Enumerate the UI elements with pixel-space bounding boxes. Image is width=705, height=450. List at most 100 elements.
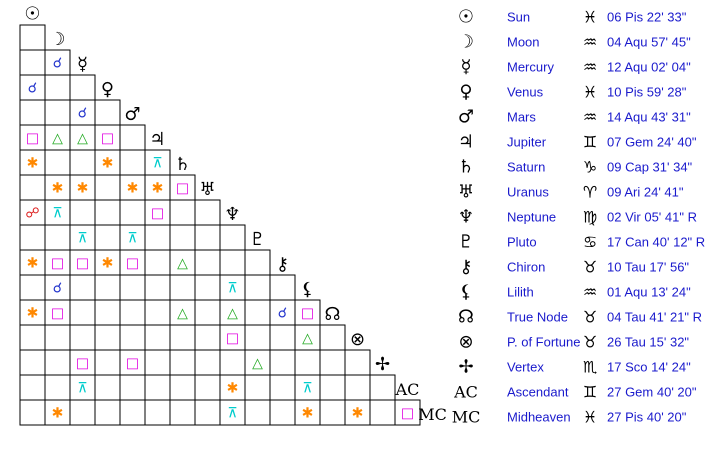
aspect-glyph: ⊼ bbox=[52, 206, 62, 222]
body-name: Jupiter bbox=[507, 135, 547, 150]
body-glyph: ♃ bbox=[149, 129, 165, 150]
aspect-glyph: ✱ bbox=[77, 181, 89, 197]
aspect-glyph: □ bbox=[301, 306, 314, 322]
body-glyph: ♄ bbox=[174, 154, 190, 175]
grid-cell bbox=[69, 224, 96, 251]
grid-cell bbox=[244, 399, 271, 426]
sign-glyph: ♉ bbox=[583, 333, 597, 352]
grid-cell bbox=[294, 324, 321, 351]
list-glyph: ✢ bbox=[458, 357, 473, 378]
grid-cell bbox=[319, 399, 346, 426]
position: 10 Pis 59' 28" bbox=[607, 85, 687, 100]
sign-glyph: ♋ bbox=[583, 233, 597, 252]
grid-cell bbox=[44, 324, 71, 351]
sign-glyph: ♊ bbox=[583, 383, 597, 402]
grid-cell bbox=[69, 349, 96, 376]
grid-cell bbox=[194, 274, 221, 301]
grid-cell bbox=[69, 399, 96, 426]
grid-cell bbox=[44, 99, 71, 126]
grid-cell bbox=[119, 399, 146, 426]
body-glyph: ♆ bbox=[224, 204, 240, 225]
grid-cell bbox=[269, 349, 296, 376]
aspect-glyph: □ bbox=[76, 356, 89, 372]
grid-cell bbox=[119, 199, 146, 226]
grid-cell bbox=[369, 374, 396, 401]
aspect-glyph: ✱ bbox=[152, 181, 164, 197]
body-glyph: ☿ bbox=[77, 54, 88, 75]
grid-cell bbox=[19, 299, 46, 326]
position: 26 Tau 15' 32" bbox=[607, 335, 689, 350]
body-glyph: ♀ bbox=[101, 79, 114, 100]
grid-cell bbox=[144, 299, 171, 326]
grid-cell bbox=[344, 374, 371, 401]
sign-glyph: ♏ bbox=[583, 358, 597, 377]
aspect-glyph: ☌ bbox=[78, 106, 87, 122]
grid-cell bbox=[94, 399, 121, 426]
grid-cell bbox=[94, 174, 121, 201]
grid-cell bbox=[144, 274, 171, 301]
aspect-glyph: △ bbox=[302, 331, 313, 347]
grid-cell bbox=[19, 24, 46, 51]
aspect-glyph: ✱ bbox=[52, 406, 64, 422]
aspect-glyph: ✱ bbox=[227, 381, 239, 397]
body-name: Sun bbox=[507, 10, 530, 25]
list-glyph: ♄ bbox=[458, 157, 474, 178]
grid-cell bbox=[44, 74, 71, 101]
aspect-glyph: ⊼ bbox=[77, 231, 87, 247]
grid-cell bbox=[94, 324, 121, 351]
list-glyph: ♃ bbox=[458, 132, 474, 153]
grid-cell bbox=[119, 299, 146, 326]
body-name: Uranus bbox=[507, 185, 549, 200]
aspect-glyph: △ bbox=[177, 306, 188, 322]
aspect-glyph: ✱ bbox=[27, 306, 39, 322]
grid-cell bbox=[219, 224, 246, 251]
aspect-glyph: ☌ bbox=[53, 56, 62, 72]
body-glyph: ♂ bbox=[124, 104, 140, 125]
sign-glyph: ♑ bbox=[583, 158, 597, 177]
grid-cell bbox=[144, 224, 171, 251]
position: 04 Aqu 57' 45" bbox=[607, 35, 691, 50]
grid-cell bbox=[319, 374, 346, 401]
grid-cell bbox=[294, 399, 321, 426]
position: 14 Aqu 43' 31" bbox=[607, 110, 691, 125]
position: 17 Sco 14' 24" bbox=[607, 360, 691, 375]
grid-cell bbox=[69, 149, 96, 176]
grid-cell bbox=[194, 399, 221, 426]
aspect-glyph: ✱ bbox=[27, 256, 39, 272]
list-glyph: ♆ bbox=[458, 207, 474, 228]
position: 27 Gem 40' 20" bbox=[607, 385, 697, 400]
body-name: P. of Fortune bbox=[507, 335, 580, 350]
body-name: Moon bbox=[507, 35, 540, 50]
grid-cell bbox=[119, 224, 146, 251]
position: 04 Tau 41' 21" R bbox=[607, 310, 702, 325]
grid-cell bbox=[144, 399, 171, 426]
grid-cell bbox=[94, 99, 121, 126]
aspect-glyph: ✱ bbox=[102, 256, 114, 272]
aspect-glyph: ☍ bbox=[25, 206, 39, 222]
sign-glyph: ♍ bbox=[583, 208, 597, 227]
grid-cell bbox=[119, 274, 146, 301]
position: 27 Pis 40' 20" bbox=[607, 410, 687, 425]
aspect-glyph: △ bbox=[227, 306, 238, 322]
list-glyph: ☉ bbox=[458, 7, 474, 28]
list-glyph: ♇ bbox=[458, 232, 474, 253]
body-glyph: ☊ bbox=[325, 304, 341, 325]
grid-cell bbox=[94, 349, 121, 376]
grid-cell bbox=[194, 224, 221, 251]
list-glyph: ⚸ bbox=[459, 282, 472, 303]
aspect-glyph: ✱ bbox=[302, 406, 314, 422]
grid-cell bbox=[294, 349, 321, 376]
list-glyph: AC bbox=[453, 383, 478, 402]
aspect-glyph: ⊼ bbox=[302, 381, 312, 397]
grid-cell bbox=[344, 349, 371, 376]
list-glyph: ♅ bbox=[458, 182, 474, 203]
body-name: Lilith bbox=[507, 285, 534, 300]
aspect-glyph: □ bbox=[51, 256, 64, 272]
aspect-glyph: ⊼ bbox=[227, 281, 237, 297]
body-glyph: AC bbox=[395, 380, 420, 399]
grid-cell bbox=[269, 374, 296, 401]
body-name: Neptune bbox=[507, 210, 556, 225]
body-name: Chiron bbox=[507, 260, 545, 275]
grid-cell bbox=[69, 324, 96, 351]
grid-cell bbox=[94, 199, 121, 226]
